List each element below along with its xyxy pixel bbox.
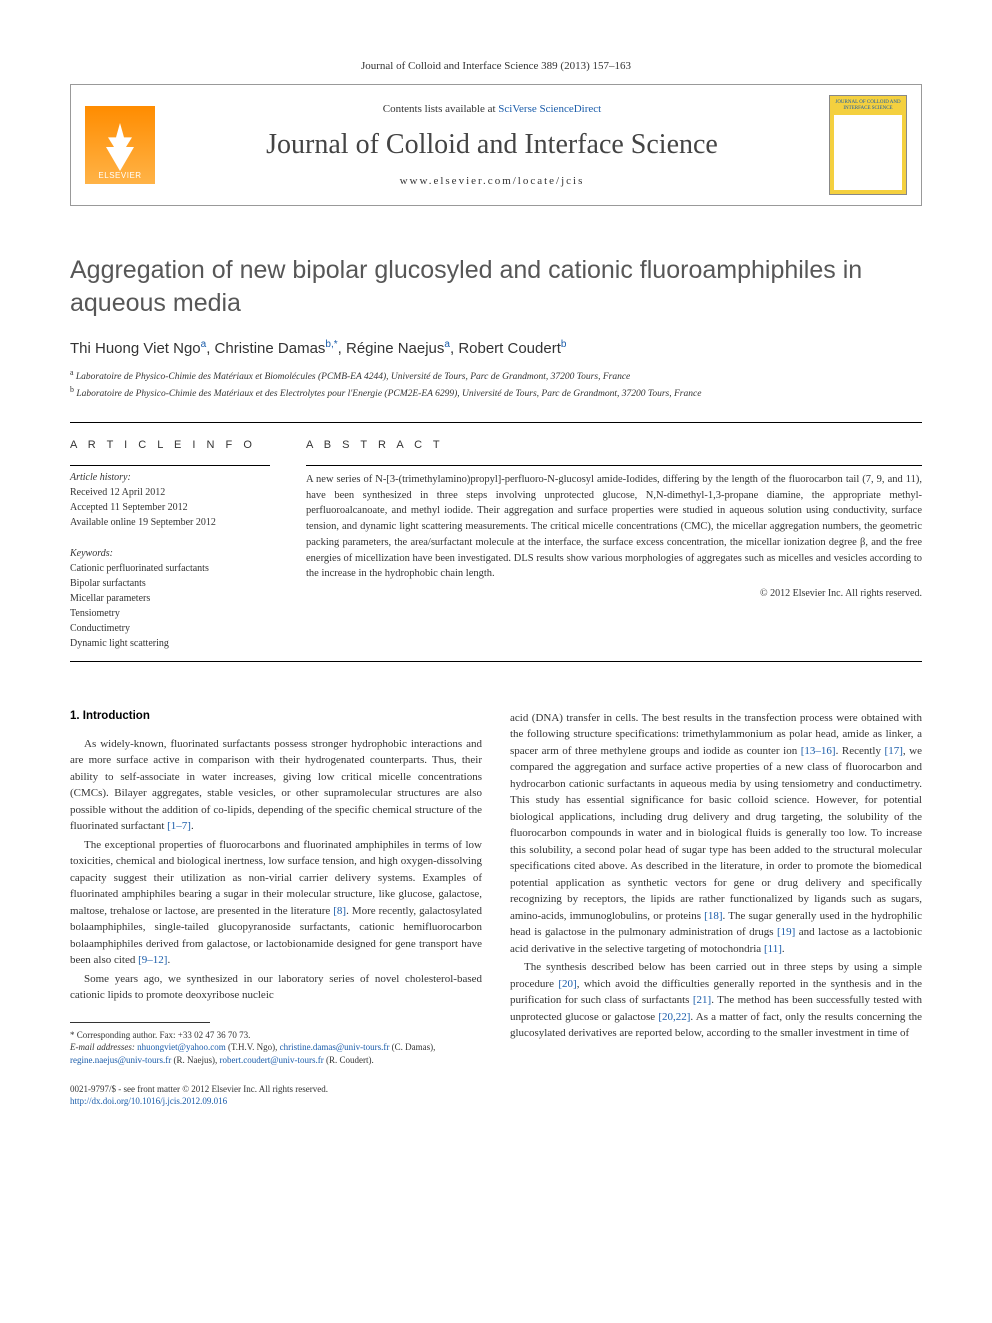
abstract-heading: A B S T R A C T — [306, 439, 922, 451]
article-info-heading: A R T I C L E I N F O — [70, 439, 270, 451]
email-name: (R. Naejus) — [174, 1055, 216, 1065]
email-name: (T.H.V. Ngo) — [228, 1042, 275, 1052]
author-name: Robert Coudert — [458, 340, 561, 357]
journal-cover-thumb: JOURNAL OF COLLOID AND INTERFACE SCIENCE — [829, 95, 907, 195]
email-line: E-mail addresses: nhuongviet@yahoo.com (… — [70, 1041, 482, 1066]
ref-link[interactable]: [20,22] — [658, 1011, 690, 1023]
affil-text: Laboratoire de Physico-Chimie des Matéri… — [76, 372, 630, 382]
keyword: Conductimetry — [70, 621, 270, 636]
affiliation: a Laboratoire de Physico-Chimie des Maté… — [70, 367, 922, 384]
text-span: Some years ago, we synthesized in our la… — [70, 973, 482, 1002]
divider — [70, 422, 922, 423]
doi-link[interactable]: http://dx.doi.org/10.1016/j.jcis.2012.09… — [70, 1096, 227, 1106]
ref-link[interactable]: [9–12] — [138, 954, 167, 966]
keyword: Micellar parameters — [70, 591, 270, 606]
article-title: Aggregation of new bipolar glucosyled an… — [70, 254, 922, 319]
keyword: Tensiometry — [70, 606, 270, 621]
body-text: As widely-known, fluorinated surfactants… — [70, 736, 482, 1004]
keyword: Cationic perfluorinated surfactants — [70, 561, 270, 576]
author: Robert Coudertb — [458, 340, 566, 357]
journal-header: ELSEVIER Contents lists available at Sci… — [70, 84, 922, 206]
email-link[interactable]: christine.damas@univ-tours.fr — [280, 1042, 390, 1052]
author-sup: a — [444, 339, 450, 350]
elsevier-logo: ELSEVIER — [85, 106, 155, 184]
email-link[interactable]: robert.coudert@univ-tours.fr — [220, 1055, 324, 1065]
keyword: Bipolar surfactants — [70, 576, 270, 591]
history-label: Article history: — [70, 472, 270, 483]
text-span: As widely-known, fluorinated surfactants… — [70, 738, 482, 833]
elsevier-label: ELSEVIER — [98, 171, 141, 180]
author-sup: b — [561, 339, 567, 350]
affil-sup: a — [70, 368, 74, 377]
divider — [70, 465, 270, 466]
corr-author-line: * Corresponding author. Fax: +33 02 47 3… — [70, 1029, 482, 1042]
front-matter-line: 0021-9797/$ - see front matter © 2012 El… — [70, 1083, 922, 1096]
body-text: acid (DNA) transfer in cells. The best r… — [510, 710, 922, 1042]
ref-link[interactable]: [19] — [777, 926, 795, 938]
cover-image — [834, 115, 902, 190]
accepted-date: Accepted 11 September 2012 — [70, 500, 270, 515]
text-span: , we compared the aggregation and surfac… — [510, 745, 922, 922]
journal-url: www.elsevier.com/locate/jcis — [155, 175, 829, 187]
article-info-col: A R T I C L E I N F O Article history: R… — [70, 439, 270, 651]
cover-title: JOURNAL OF COLLOID AND INTERFACE SCIENCE — [834, 100, 902, 111]
ref-link[interactable]: [13–16] — [801, 745, 836, 757]
author-name: Thi Huong Viet Ngo — [70, 340, 201, 357]
keyword: Dynamic light scattering — [70, 636, 270, 651]
abstract-copyright: © 2012 Elsevier Inc. All rights reserved… — [306, 588, 922, 599]
affiliation: b Laboratoire de Physico-Chimie des Maté… — [70, 384, 922, 401]
divider — [70, 661, 922, 662]
col-left: 1. Introduction As widely-known, fluorin… — [70, 710, 482, 1067]
ref-link[interactable]: [8] — [333, 905, 346, 917]
affil-text: Laboratoire de Physico-Chimie des Matéri… — [76, 390, 701, 400]
author: Régine Naejusa — [346, 340, 450, 357]
author: Christine Damasb,* — [215, 340, 338, 357]
author-name: Christine Damas — [215, 340, 326, 357]
section-heading: 1. Introduction — [70, 710, 482, 722]
ref-link[interactable]: [20] — [558, 978, 576, 990]
email-label: E-mail addresses: — [70, 1042, 135, 1052]
header-center: Contents lists available at SciVerse Sci… — [155, 103, 829, 187]
abstract-text: A new series of N-[3-(trimethylamino)pro… — [306, 472, 922, 582]
corresponding-footnote: * Corresponding author. Fax: +33 02 47 3… — [70, 1029, 482, 1067]
online-date: Available online 19 September 2012 — [70, 515, 270, 530]
body-columns: 1. Introduction As widely-known, fluorin… — [70, 710, 922, 1067]
journal-title: Journal of Colloid and Interface Science — [155, 129, 829, 161]
info-block: A R T I C L E I N F O Article history: R… — [70, 439, 922, 651]
divider — [306, 465, 922, 466]
ref-link[interactable]: [1–7] — [167, 820, 191, 832]
ref-link[interactable]: [21] — [693, 994, 711, 1006]
text-span: . Recently — [836, 745, 885, 757]
email-name: (C. Damas) — [392, 1042, 434, 1052]
footnote-divider — [70, 1022, 210, 1023]
elsevier-tree-icon — [100, 123, 140, 171]
keywords-label: Keywords: — [70, 548, 270, 559]
contents-line: Contents lists available at SciVerse Sci… — [155, 103, 829, 115]
abstract-col: A B S T R A C T A new series of N-[3-(tr… — [306, 439, 922, 651]
email-link[interactable]: nhuongviet@yahoo.com — [137, 1042, 226, 1052]
ref-link[interactable]: [11] — [764, 943, 782, 955]
ref-link[interactable]: [17] — [885, 745, 903, 757]
author: Thi Huong Viet Ngoa — [70, 340, 206, 357]
authors-list: Thi Huong Viet Ngoa, Christine Damasb,*,… — [70, 339, 922, 357]
email-link[interactable]: regine.naejus@univ-tours.fr — [70, 1055, 171, 1065]
page-footer: 0021-9797/$ - see front matter © 2012 El… — [70, 1083, 922, 1108]
author-name: Régine Naejus — [346, 340, 444, 357]
citation-line: Journal of Colloid and Interface Science… — [70, 60, 922, 72]
ref-link[interactable]: [18] — [704, 910, 722, 922]
author-sup: a — [201, 339, 207, 350]
contents-prefix: Contents lists available at — [383, 103, 498, 115]
col-right: acid (DNA) transfer in cells. The best r… — [510, 710, 922, 1067]
email-name: (R. Coudert) — [326, 1055, 372, 1065]
sciencedirect-link[interactable]: SciVerse ScienceDirect — [498, 103, 601, 115]
affiliations: a Laboratoire de Physico-Chimie des Maté… — [70, 367, 922, 402]
received-date: Received 12 April 2012 — [70, 485, 270, 500]
affil-sup: b — [70, 385, 74, 394]
author-sup: b,* — [325, 339, 337, 350]
